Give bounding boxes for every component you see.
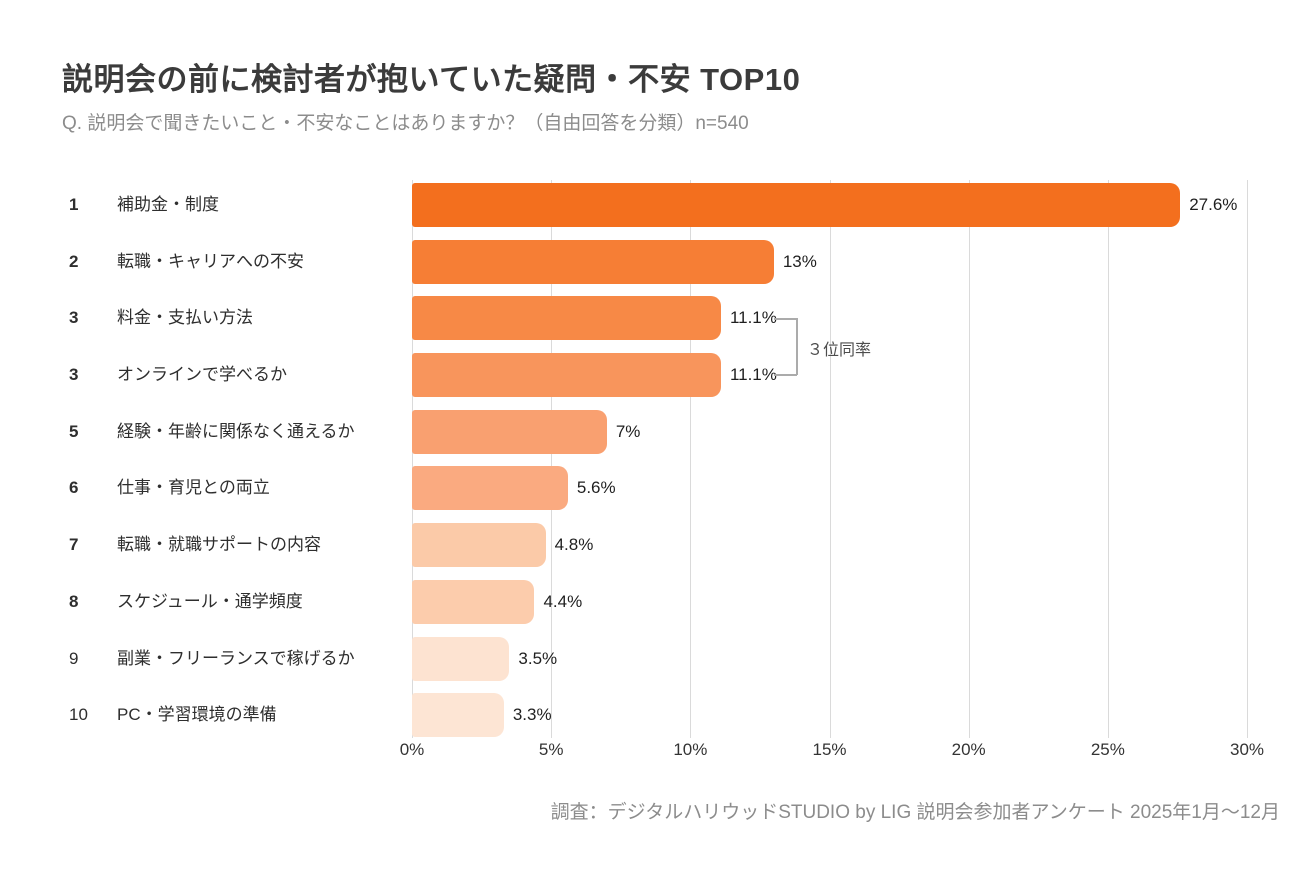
chart-row: 7 転職・就職サポートの内容 4.8% [0,523,1310,568]
bar [412,183,1181,227]
chart-row: 8 スケジュール・通学頻度 4.4% [0,579,1310,624]
rank-number: 9 [69,648,79,668]
page-title: 説明会の前に検討者が抱いていた疑問・不安 TOP10 [62,62,801,97]
source-note: 調査：デジタルハリウッドSTUDIO by LIG 説明会参加者アンケート 20… [550,802,1280,823]
tie-bracket-vertical-line [796,318,798,375]
tie-bracket-bottom-line [774,374,797,376]
chart-row: 3 料金・支払い方法 11.1% [0,296,1310,341]
rank-number: 8 [69,591,79,611]
bar-track: 11.1% [412,296,1247,341]
gridline [412,180,413,738]
bar-track: 3.5% [412,636,1247,681]
category-label: 料金・支払い方法 [117,308,253,328]
bar-track: 13% [412,239,1247,284]
value-label: 11.1% [729,308,777,328]
page-subtitle: Q. 説明会で聞きたいこと・不安なことはありますか？（自由回答を分類）n=540 [62,113,749,134]
rank-number: 5 [69,421,79,441]
rank-number: 2 [69,251,79,271]
rank-number: 1 [69,195,79,214]
gridline [1247,180,1248,738]
chart-row: 5 経験・年齢に関係なく通えるか 7% [0,409,1310,454]
rank-number: 7 [69,535,79,555]
category-label: 転職・キャリアへの不安 [117,251,304,271]
category-label: 経験・年齢に関係なく通えるか [117,421,355,441]
value-label: 7% [615,421,641,441]
value-label: 5.6% [576,478,616,498]
chart-row: 10 PC・学習環境の準備 3.3% [0,693,1310,738]
gridline [829,180,831,738]
value-label: 3.3% [512,705,552,725]
gridline [690,180,692,738]
tie-bracket-top-line [774,318,797,320]
gridline [968,180,970,738]
gridlines [412,180,1248,738]
chart-row: 6 仕事・育児との両立 5.6% [0,466,1310,511]
bar [412,239,774,284]
category-label: オンラインで学べるか [117,365,287,385]
bar [412,579,535,624]
category-label: スケジュール・通学頻度 [117,591,303,611]
value-label: 4.8% [554,535,594,555]
rank-number: 10 [69,705,88,725]
category-label: 仕事・育児との両立 [117,478,270,498]
bar [412,466,568,511]
bar-track: 4.8% [412,523,1247,568]
chart-rows: 1 補助金・制度 27.6% 2 転職・キャリアへの不安 13% 3 料金・支払… [0,183,1310,738]
value-label: 11.1% [729,365,777,385]
bar-track: 3.3% [412,693,1247,738]
x-tick-label: 15% [812,740,847,759]
bar-track: 11.1% [412,353,1247,398]
bar [412,296,721,341]
chart-row: 3 オンラインで学べるか 11.1% [0,353,1310,398]
gridline [1107,180,1109,738]
x-tick-label: 25% [1090,740,1125,759]
chart-row: 9 副業・フリーランスで稼げるか 3.5% [0,636,1310,681]
value-label: 13% [782,251,817,271]
bar [412,409,607,454]
bar-track: 7% [412,409,1247,454]
x-tick-label: 10% [673,740,708,759]
x-tick-label: 20% [951,740,986,759]
category-label: 副業・フリーランスで稼げるか [117,648,355,668]
tie-annotation-label: ３位同率 [807,342,872,359]
value-label: 3.5% [518,648,558,668]
chart-row: 1 補助金・制度 27.6% [0,183,1310,227]
value-label: 27.6% [1189,195,1238,214]
rank-number: 3 [69,365,79,385]
bar [412,693,504,738]
bar [412,636,510,681]
bar [412,353,721,398]
x-tick-label: 0% [399,740,425,759]
bar [412,523,546,568]
value-label: 4.4% [543,591,583,611]
x-tick-label: 30% [1229,740,1265,759]
category-label: 補助金・制度 [117,195,219,214]
category-label: PC・学習環境の準備 [117,705,277,725]
rank-number: 6 [69,478,79,498]
bar-track: 27.6% [412,183,1247,227]
x-tick-label: 5% [538,740,564,759]
bar-track: 5.6% [412,466,1247,511]
category-label: 転職・就職サポートの内容 [117,535,321,555]
rank-number: 3 [69,308,79,328]
gridline [551,180,553,738]
bar-track: 4.4% [412,579,1247,624]
x-axis: 0% 5% 10% 15% 20% 25% 30% [0,740,1310,764]
chart-row: 2 転職・キャリアへの不安 13% [0,239,1310,284]
